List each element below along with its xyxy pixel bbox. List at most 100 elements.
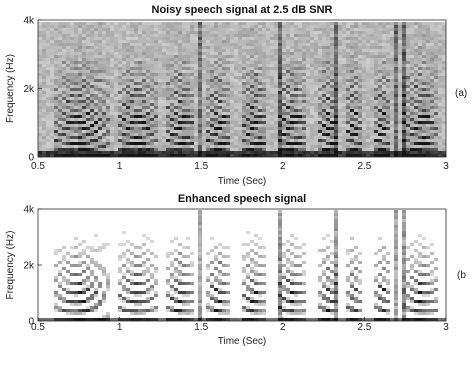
spectrogram-cell (82, 64, 86, 67)
spectrogram-cell (426, 151, 430, 154)
spectrogram-cell (78, 112, 82, 115)
spectrogram-cell (58, 109, 62, 112)
spectrogram-cell (278, 46, 282, 49)
spectrogram-cell (258, 70, 262, 73)
spectrogram-cell (90, 133, 94, 136)
spectrogram-cell (298, 37, 302, 40)
spectrogram-cell (274, 112, 278, 115)
spectrogram-cell (110, 31, 114, 34)
spectrogram-cell (122, 85, 126, 88)
spectrogram-cell (58, 73, 62, 76)
spectrogram-cell (302, 25, 306, 28)
spectrogram-cell (98, 34, 102, 37)
spectrogram-cell (214, 40, 218, 43)
spectrogram-cell (166, 306, 170, 309)
spectrogram-cell (242, 76, 246, 79)
spectrogram-cell (50, 79, 54, 82)
spectrogram-cell (218, 22, 222, 25)
spectrogram-cell (146, 109, 150, 112)
spectrogram-cell (266, 28, 270, 31)
spectrogram-cell (286, 91, 290, 94)
spectrogram-cell (130, 46, 134, 49)
spectrogram-cell (186, 49, 190, 52)
spectrogram-cell (370, 94, 374, 97)
spectrogram-cell (94, 31, 98, 34)
spectrogram-cell (242, 55, 246, 58)
spectrogram-cell (194, 37, 198, 40)
spectrogram-cell (274, 43, 278, 46)
spectrogram-cell (226, 28, 230, 31)
spectrogram-cell (402, 40, 406, 43)
spectrogram-cell (194, 46, 198, 49)
spectrogram-cell (326, 55, 330, 58)
spectrogram-cell (154, 76, 158, 79)
spectrogram-cell (66, 118, 70, 121)
spectrogram-cell (62, 100, 66, 103)
spectrogram-cell (254, 124, 258, 127)
spectrogram-cell (230, 73, 234, 76)
spectrogram-cell (178, 109, 182, 112)
spectrogram-cell (258, 97, 262, 100)
spectrogram-cell (46, 115, 50, 118)
spectrogram-cell (70, 291, 74, 294)
spectrogram-cell (82, 103, 86, 106)
spectrogram-cell (318, 73, 322, 76)
spectrogram-cell (198, 61, 202, 64)
spectrogram-cell (362, 133, 366, 136)
spectrogram-cell (418, 73, 422, 76)
spectrogram-cell (50, 127, 54, 130)
spectrogram-cell (110, 28, 114, 31)
spectrogram-cell (250, 148, 254, 151)
spectrogram-cell (402, 106, 406, 109)
spectrogram-cell (102, 133, 106, 136)
spectrogram-cell (174, 67, 178, 70)
spectrogram-cell (166, 76, 170, 79)
spectrogram-cell (174, 276, 178, 279)
spectrogram-cell (58, 294, 62, 297)
spectrogram-cell (154, 291, 158, 294)
spectrogram-cell (442, 37, 446, 40)
spectrogram-cell (278, 76, 282, 79)
spectrogram-cell (54, 279, 58, 282)
spectrogram-cell (386, 154, 390, 157)
spectrogram-cell (174, 145, 178, 148)
spectrogram-cell (402, 55, 406, 58)
spectrogram-cell (310, 151, 314, 154)
spectrogram-cell (134, 124, 138, 127)
spectrogram-cell (130, 40, 134, 43)
spectrogram-cell (442, 148, 446, 151)
spectrogram-cell (422, 55, 426, 58)
spectrogram-cell (62, 318, 66, 321)
spectrogram-cell (202, 49, 206, 52)
spectrogram-cell (294, 34, 298, 37)
spectrogram-cell (138, 130, 142, 133)
spectrogram-cell (250, 109, 254, 112)
spectrogram-cell (82, 49, 86, 52)
spectrogram-cell (366, 106, 370, 109)
spectrogram-cell (174, 300, 178, 303)
spectrogram-cell (222, 76, 226, 79)
spectrogram-cell (406, 88, 410, 91)
spectrogram-cell (74, 43, 78, 46)
spectrogram-cell (282, 97, 286, 100)
spectrogram-cell (46, 88, 50, 91)
spectrogram-cell (146, 142, 150, 145)
spectrogram-cell (294, 85, 298, 88)
spectrogram-cell (214, 79, 218, 82)
spectrogram-cell (186, 246, 190, 249)
spectrogram-cell (114, 94, 118, 97)
spectrogram-cell (394, 67, 398, 70)
spectrogram-cell (250, 52, 254, 55)
spectrogram-cell (270, 97, 274, 100)
spectrogram-cell (386, 28, 390, 31)
spectrogram-cell (202, 55, 206, 58)
spectrogram-cell (270, 52, 274, 55)
spectrogram-cell (298, 52, 302, 55)
spectrogram-cell (210, 112, 214, 115)
spectrogram-cell (322, 115, 326, 118)
spectrogram-cell (54, 106, 58, 109)
spectrogram-cell (106, 97, 110, 100)
spectrogram-cell (46, 136, 50, 139)
spectrogram-cell (322, 46, 326, 49)
spectrogram-cell (94, 76, 98, 79)
